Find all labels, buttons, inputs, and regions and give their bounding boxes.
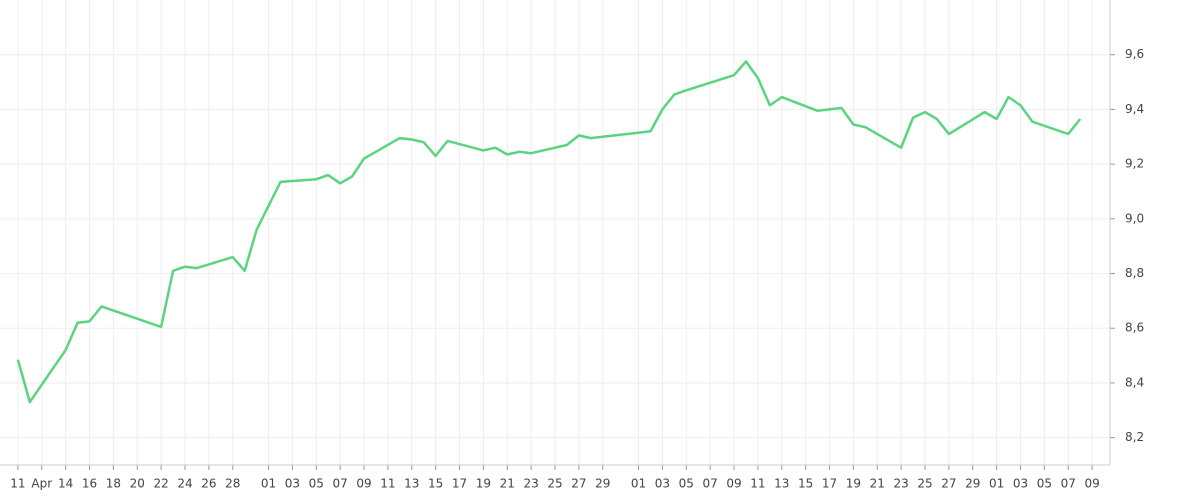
x-tick-label: 23 bbox=[523, 477, 538, 491]
x-tick-label: 21 bbox=[500, 477, 515, 491]
x-tick-label: 18 bbox=[106, 477, 121, 491]
x-tick-label: 09 bbox=[356, 477, 371, 491]
x-tick-label: 25 bbox=[547, 477, 562, 491]
x-tick-label: 07 bbox=[333, 477, 348, 491]
x-tick-label: 22 bbox=[153, 477, 168, 491]
x-tick-label: 17 bbox=[822, 477, 837, 491]
y-tick-label: 9,0 bbox=[1125, 211, 1144, 225]
x-tick-label: 11 bbox=[380, 477, 395, 491]
y-tick-label: 9,2 bbox=[1125, 157, 1144, 171]
x-tick-label: 09 bbox=[1084, 477, 1099, 491]
x-tick-label: 03 bbox=[285, 477, 300, 491]
x-tick-label: 03 bbox=[1013, 477, 1028, 491]
x-tick-label: 05 bbox=[679, 477, 694, 491]
x-tick-label: 17 bbox=[452, 477, 467, 491]
x-tick-label: 01 bbox=[989, 477, 1004, 491]
y-tick-label: 8,4 bbox=[1125, 375, 1144, 389]
x-tick-label: 16 bbox=[82, 477, 97, 491]
x-tick-label: 24 bbox=[177, 477, 192, 491]
y-tick-label: 9,4 bbox=[1125, 102, 1144, 116]
x-tick-label: 09 bbox=[726, 477, 741, 491]
x-tick-label: 25 bbox=[917, 477, 932, 491]
x-tick-label: 07 bbox=[703, 477, 718, 491]
x-tick-label: 01 bbox=[631, 477, 646, 491]
x-tick-label: 20 bbox=[130, 477, 145, 491]
x-tick-label: 27 bbox=[941, 477, 956, 491]
x-tick-label: 28 bbox=[225, 477, 240, 491]
x-tick-label: 27 bbox=[571, 477, 586, 491]
y-tick-label: 8,2 bbox=[1125, 430, 1144, 444]
x-tick-label: 05 bbox=[1037, 477, 1052, 491]
x-tick-label: 13 bbox=[404, 477, 419, 491]
line-series bbox=[16, 60, 1082, 404]
x-tick-label: 29 bbox=[595, 477, 610, 491]
x-tick-label: 29 bbox=[965, 477, 980, 491]
x-tick-label: 23 bbox=[893, 477, 908, 491]
x-tick-label: 07 bbox=[1061, 477, 1076, 491]
x-tick-label: 21 bbox=[870, 477, 885, 491]
x-tick-label: 05 bbox=[309, 477, 324, 491]
x-tick-label: 11 bbox=[10, 477, 25, 491]
x-tick-label: 14 bbox=[58, 477, 73, 491]
y-tick-label: 9,6 bbox=[1125, 47, 1144, 61]
x-tick-label: 26 bbox=[201, 477, 216, 491]
x-tick-label: 15 bbox=[428, 477, 443, 491]
x-tick-label: 15 bbox=[798, 477, 813, 491]
x-tick-label: Apr bbox=[31, 477, 52, 491]
x-tick-label: 03 bbox=[655, 477, 670, 491]
x-tick-label: 01 bbox=[261, 477, 276, 491]
y-tick-label: 8,6 bbox=[1125, 321, 1144, 335]
x-tick-label: 19 bbox=[846, 477, 861, 491]
y-tick-label: 8,8 bbox=[1125, 266, 1144, 280]
x-tick-label: 19 bbox=[476, 477, 491, 491]
x-tick-label: 13 bbox=[774, 477, 789, 491]
x-tick-label: 11 bbox=[750, 477, 765, 491]
